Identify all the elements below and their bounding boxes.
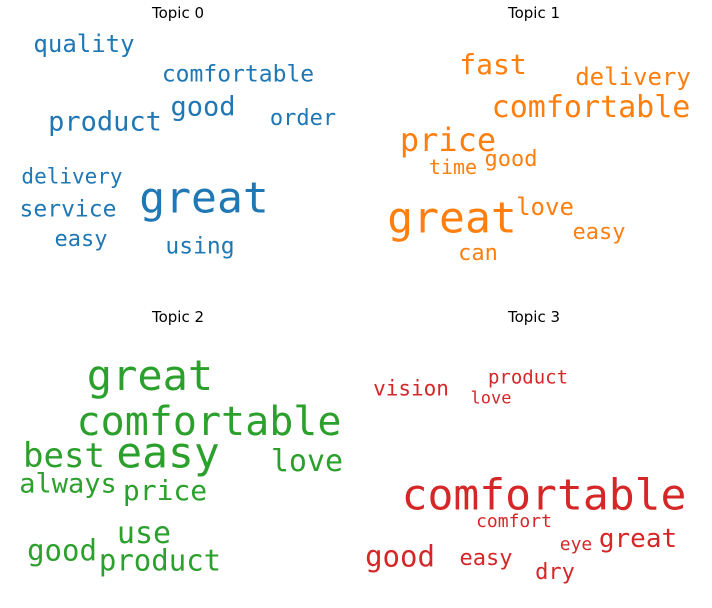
word-price: price xyxy=(122,474,208,507)
word-quality: quality xyxy=(33,30,135,58)
panel-title: Topic 3 xyxy=(507,308,561,326)
word-good: good xyxy=(170,91,236,123)
word-product: product xyxy=(48,106,162,138)
word-can: can xyxy=(458,241,498,266)
word-great: great xyxy=(598,524,678,554)
word-vision: vision xyxy=(373,376,449,401)
panel-title: Topic 2 xyxy=(151,308,205,326)
word-product: product xyxy=(487,366,569,389)
word-service: service xyxy=(19,196,117,223)
topic-panel-0: Topic 0 great product good quality comfortab… xyxy=(0,0,356,304)
word-good: good xyxy=(484,147,538,172)
word-delivery: delivery xyxy=(21,164,123,189)
word-using: using xyxy=(165,233,235,260)
panel-title: Topic 0 xyxy=(151,4,205,22)
word-easy: easy xyxy=(116,428,220,479)
word-use: use xyxy=(116,516,172,551)
word-dry: dry xyxy=(535,560,575,585)
word-easy: easy xyxy=(459,546,513,571)
word-love: love xyxy=(470,388,512,409)
word-eye: eye xyxy=(559,534,593,555)
word-comfortable: comfortable xyxy=(161,61,315,88)
word-best: best xyxy=(23,436,105,476)
word-always: always xyxy=(19,468,117,500)
word-easy: easy xyxy=(572,220,626,245)
topic-panel-3: Topic 3 comfortable good great dry easy visio… xyxy=(356,304,712,608)
word-comfortable: comfortable xyxy=(401,470,687,521)
word-order: order xyxy=(269,106,337,131)
word-comfort: comfort xyxy=(476,511,552,532)
word-comfortable: comfortable xyxy=(76,399,342,445)
word-good: good xyxy=(365,539,435,574)
topic-panel-1: Topic 1 great price comfortable fast love del… xyxy=(356,0,712,304)
word-time: time xyxy=(428,155,478,179)
word-good: good xyxy=(27,533,97,568)
topic-panel-2: Topic 2 easy great comfortable best love use g… xyxy=(0,304,356,608)
word-great: great xyxy=(86,351,214,400)
word-product: product xyxy=(98,543,222,578)
word-great: great xyxy=(139,173,269,224)
word-comfortable: comfortable xyxy=(491,90,691,125)
word-easy: easy xyxy=(54,227,108,252)
word-love: love xyxy=(270,444,344,479)
word-love: love xyxy=(516,193,574,221)
word-delivery: delivery xyxy=(575,63,691,91)
word-fast: fast xyxy=(459,48,527,81)
word-price: price xyxy=(399,121,497,159)
word-great: great xyxy=(387,193,517,244)
panel-title: Topic 1 xyxy=(507,4,561,22)
